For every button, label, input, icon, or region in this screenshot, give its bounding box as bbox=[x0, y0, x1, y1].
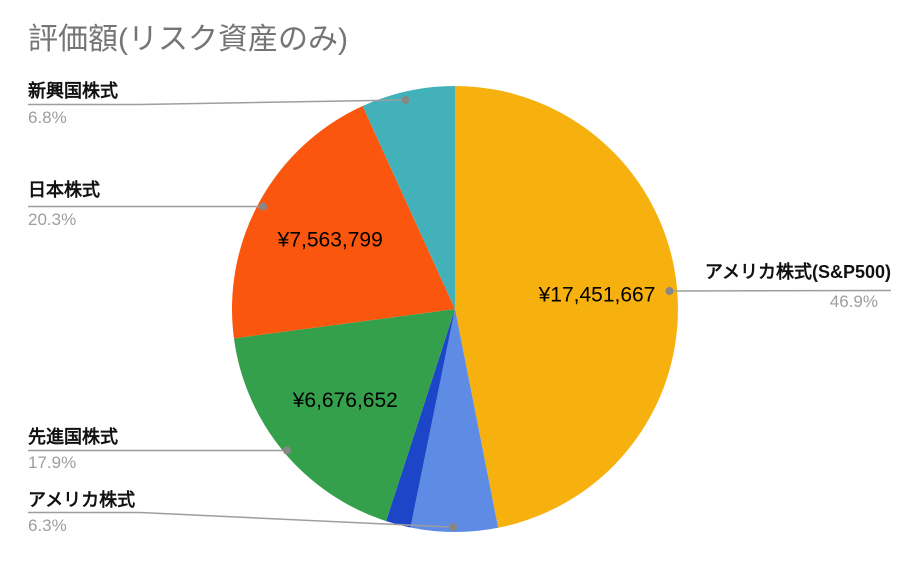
pie-slice-unlabeled[interactable] bbox=[386, 309, 455, 528]
callout-us-sp500: アメリカ株式(S&P500) 46.9% bbox=[705, 263, 891, 311]
slice-value-us-sp500: ¥17,451,667 bbox=[538, 284, 656, 307]
leader-dot-us-sp500 bbox=[665, 287, 674, 295]
pie-slices-group: ¥17,451,667 ¥6,676,652 ¥7,563,799 bbox=[232, 86, 678, 532]
pie-slice-us-stock[interactable] bbox=[410, 309, 499, 532]
leader-line-emerging bbox=[28, 99, 403, 106]
chart-title: 評価額(リスク資産のみ) bbox=[28, 23, 348, 56]
callout-us-stock-percent: 6.3% bbox=[28, 516, 67, 535]
callout-us-sp500-label: アメリカ株式(S&P500) bbox=[704, 262, 891, 282]
leader-dot-japan bbox=[259, 202, 267, 211]
pie-slice-us-sp500[interactable] bbox=[455, 86, 678, 528]
callout-emerging-label: 新興国株式 bbox=[28, 81, 118, 101]
callout-japan-percent: 20.3% bbox=[28, 210, 77, 229]
leader-dot-developed bbox=[283, 446, 291, 455]
callout-developed: 先進国株式 17.9% bbox=[28, 428, 118, 472]
callout-japan: 日本株式 20.3% bbox=[28, 181, 100, 229]
pie-slice-emerging[interactable] bbox=[362, 86, 455, 309]
callout-us-stock-label: アメリカ株式 bbox=[28, 490, 136, 510]
leader-dot-emerging bbox=[401, 96, 410, 104]
callout-emerging-percent: 6.8% bbox=[28, 108, 67, 127]
callout-emerging: 新興国株式 6.8% bbox=[28, 82, 118, 127]
callout-developed-label: 先進国株式 bbox=[28, 427, 118, 447]
callout-us-stock: アメリカ株式 6.3% bbox=[28, 491, 135, 535]
slice-value-japan: ¥7,563,799 bbox=[277, 228, 383, 251]
leader-line-us-stock bbox=[28, 511, 450, 528]
leader-dot-us-stock bbox=[449, 523, 457, 531]
callout-japan-label: 日本株式 bbox=[28, 180, 100, 200]
leader-line-us-sp500 bbox=[672, 289, 892, 292]
callout-us-sp500-percent: 46.9% bbox=[829, 292, 878, 311]
pie-slice-developed[interactable] bbox=[233, 309, 455, 522]
pie-slice-japan[interactable] bbox=[232, 106, 455, 339]
slice-value-developed: ¥6,676,652 bbox=[292, 389, 398, 412]
leader-lines-group bbox=[28, 96, 892, 531]
callout-developed-percent: 17.9% bbox=[28, 453, 77, 472]
